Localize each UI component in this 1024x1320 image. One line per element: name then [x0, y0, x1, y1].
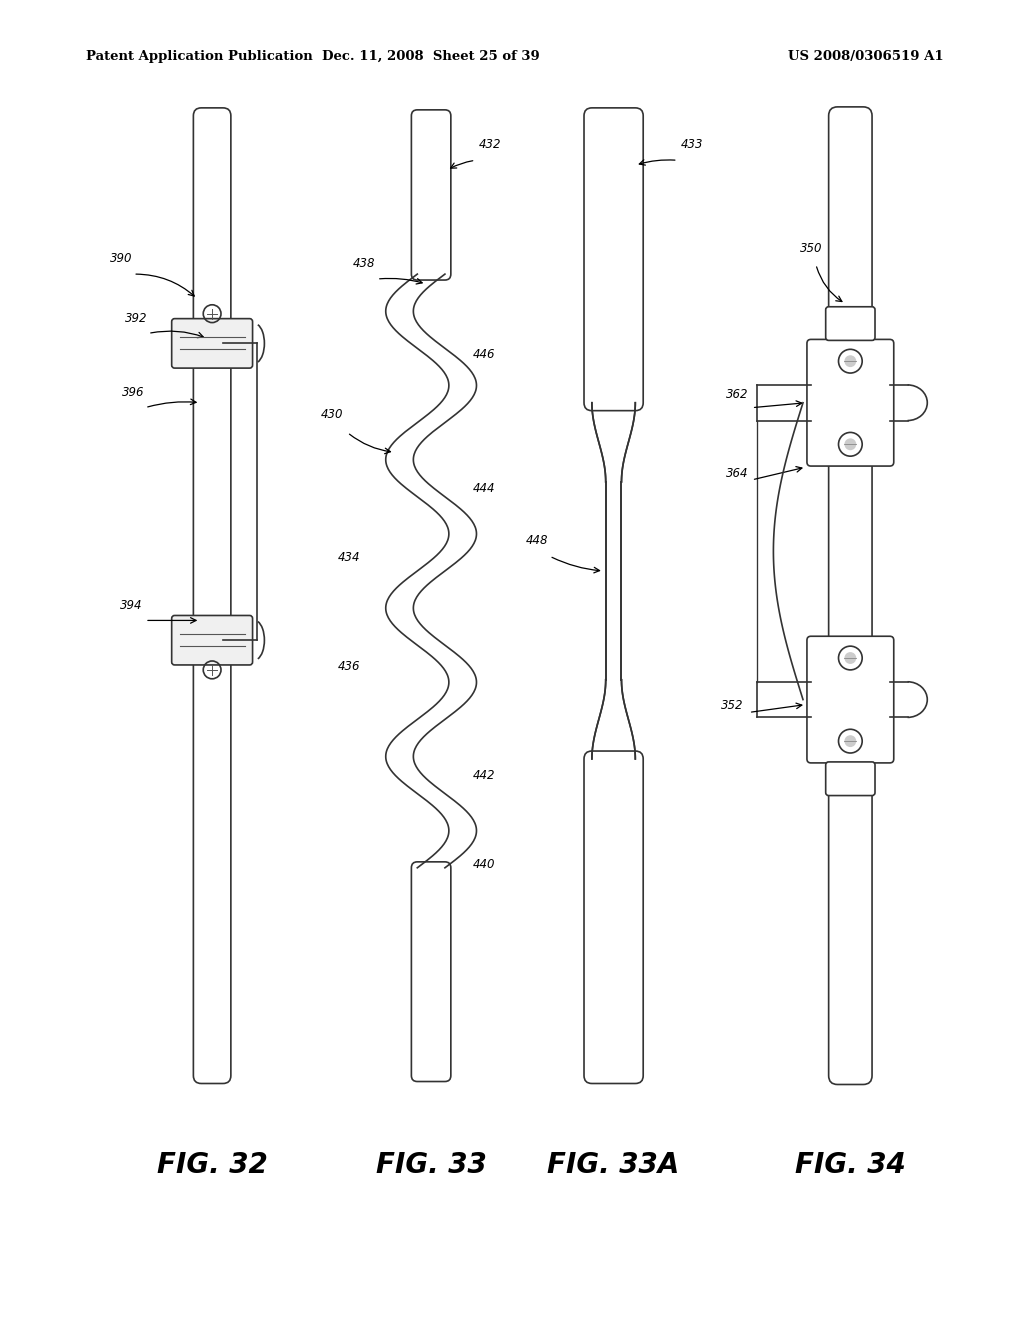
Circle shape	[845, 735, 856, 747]
FancyBboxPatch shape	[194, 108, 230, 1084]
FancyBboxPatch shape	[825, 762, 876, 796]
Text: 352: 352	[721, 700, 743, 713]
Text: FIG. 34: FIG. 34	[795, 1151, 905, 1179]
Polygon shape	[386, 275, 476, 867]
Text: 362: 362	[726, 388, 749, 401]
Circle shape	[845, 355, 856, 367]
Text: 390: 390	[111, 252, 133, 265]
Text: 438: 438	[353, 257, 375, 271]
Text: 444: 444	[472, 482, 495, 495]
Text: 392: 392	[125, 312, 147, 325]
Text: 430: 430	[322, 408, 344, 421]
FancyBboxPatch shape	[807, 339, 894, 466]
Text: 394: 394	[120, 598, 142, 611]
FancyBboxPatch shape	[584, 751, 643, 1084]
Bar	[606, 482, 622, 680]
FancyBboxPatch shape	[172, 318, 253, 368]
Circle shape	[845, 652, 856, 664]
Text: 432: 432	[478, 139, 501, 152]
Text: 442: 442	[472, 768, 495, 781]
FancyBboxPatch shape	[828, 107, 872, 1085]
Text: Patent Application Publication: Patent Application Publication	[86, 50, 312, 63]
Text: 433: 433	[681, 139, 703, 152]
FancyBboxPatch shape	[172, 615, 253, 665]
FancyBboxPatch shape	[412, 862, 451, 1081]
FancyBboxPatch shape	[825, 306, 876, 341]
Text: 434: 434	[337, 550, 359, 564]
Text: 364: 364	[726, 467, 749, 480]
Text: 446: 446	[472, 348, 495, 362]
Text: US 2008/0306519 A1: US 2008/0306519 A1	[788, 50, 944, 63]
Text: 396: 396	[122, 385, 144, 399]
Text: FIG. 33: FIG. 33	[376, 1151, 486, 1179]
Circle shape	[845, 438, 856, 450]
Text: FIG. 32: FIG. 32	[157, 1151, 267, 1179]
Text: 448: 448	[525, 535, 548, 548]
Text: 436: 436	[337, 660, 359, 673]
Text: Dec. 11, 2008  Sheet 25 of 39: Dec. 11, 2008 Sheet 25 of 39	[323, 50, 540, 63]
Text: 350: 350	[800, 243, 822, 255]
Text: FIG. 33A: FIG. 33A	[548, 1151, 680, 1179]
Text: 440: 440	[472, 858, 495, 871]
FancyBboxPatch shape	[584, 108, 643, 411]
FancyBboxPatch shape	[807, 636, 894, 763]
FancyBboxPatch shape	[412, 110, 451, 280]
